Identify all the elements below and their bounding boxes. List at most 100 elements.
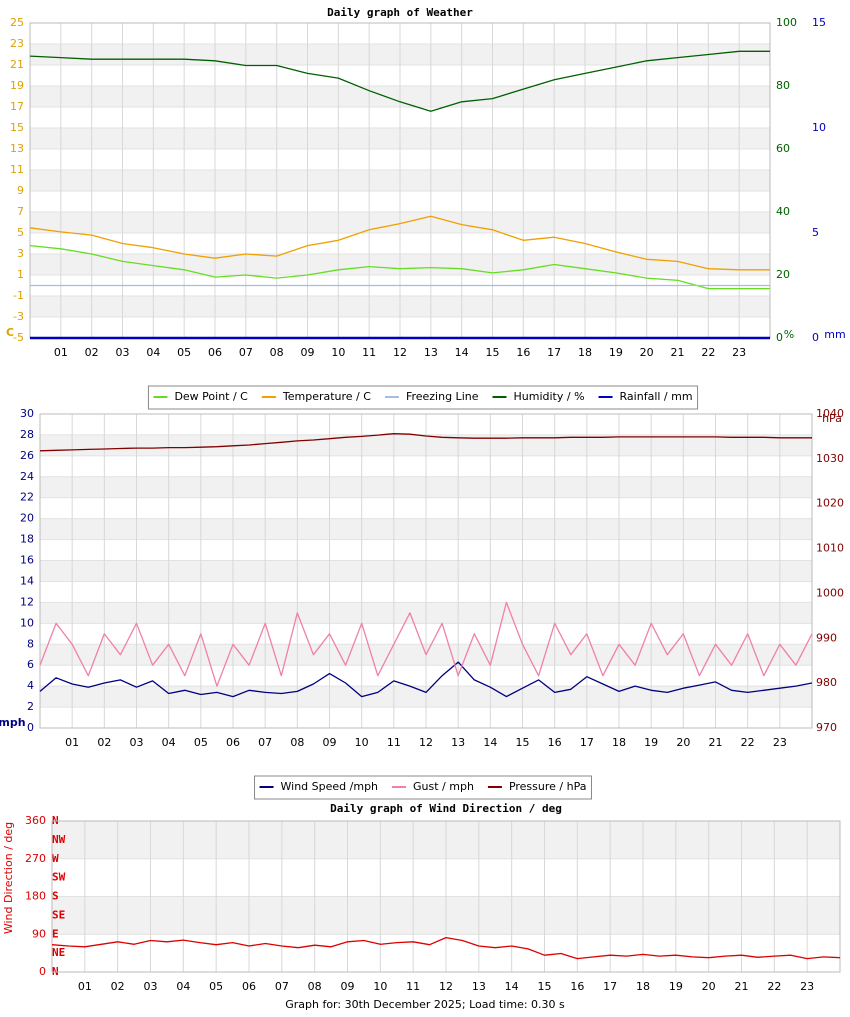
x-tick-label: 01: [54, 346, 68, 359]
y2-tick-label: NE: [52, 946, 65, 959]
y-tick-label: 270: [25, 852, 46, 865]
x-tick-label: 16: [548, 736, 562, 749]
x-tick-label: 04: [146, 346, 160, 359]
y2-tick-label: 80: [776, 79, 790, 92]
legend-label: Pressure / hPa: [509, 780, 587, 793]
y-tick-label: 17: [10, 100, 24, 113]
y2-tick-label: 1040: [816, 407, 844, 420]
x-tick-label: 21: [671, 346, 685, 359]
x-tick-label: 05: [177, 346, 191, 359]
legend: Dew Point / C Temperature / C Freezing Lin…: [147, 385, 699, 410]
x-tick-label: 08: [290, 736, 304, 749]
y-tick-label: 4: [27, 679, 34, 692]
legend: Wind Speed /mph Gust / mph Pressure / hPa: [254, 775, 592, 800]
y2-tick-label: 100: [776, 16, 797, 29]
x-tick-label: 11: [387, 736, 401, 749]
y-axis-label: mph: [0, 716, 26, 729]
y-tick-label: 0: [39, 965, 46, 978]
x-tick-label: 05: [194, 736, 208, 749]
x-tick-label: 17: [603, 980, 617, 993]
x-tick-label: 14: [483, 736, 497, 749]
y3-tick-label: 15: [812, 16, 826, 29]
x-tick-label: 03: [130, 736, 144, 749]
y2-tick-label: 1010: [816, 542, 844, 555]
y-tick-label: 15: [10, 121, 24, 134]
x-tick-label: 21: [709, 736, 723, 749]
x-tick-label: 15: [486, 346, 500, 359]
y3-axis-label: mm: [824, 328, 845, 341]
x-tick-label: 03: [116, 346, 130, 359]
x-tick-label: 09: [301, 346, 315, 359]
y-tick-label: 11: [10, 163, 24, 176]
chart-title: Daily graph of Wind Direction / deg: [330, 802, 562, 815]
y-tick-label: 12: [20, 595, 34, 608]
x-tick-label: 04: [176, 980, 190, 993]
legend-label: Wind Speed /mph: [281, 780, 379, 793]
x-tick-label: 06: [242, 980, 256, 993]
x-tick-label: 16: [570, 980, 584, 993]
series-line: [51, 936, 841, 960]
x-tick-label: 22: [767, 980, 781, 993]
x-tick-label: 08: [270, 346, 284, 359]
legend-label: Humidity / %: [514, 390, 585, 403]
y-tick-label: 5: [17, 226, 24, 239]
y-tick-label: 9: [17, 184, 24, 197]
footer: Graph for: 30th December 2025; Load time…: [285, 998, 565, 1011]
x-tick-label: 20: [702, 980, 716, 993]
x-tick-label: 15: [538, 980, 552, 993]
x-tick-label: 22: [741, 736, 755, 749]
x-tick-label: 10: [373, 980, 387, 993]
y-tick-label: 360: [25, 814, 46, 827]
y2-tick-label: 990: [816, 631, 837, 644]
y2-tick-label: 0: [776, 331, 783, 344]
y-tick-label: 23: [10, 37, 24, 50]
legend-label: Dew Point / C: [174, 390, 248, 403]
y-tick-label: 18: [20, 533, 34, 546]
y-tick-label: 7: [17, 205, 24, 218]
x-tick-label: 18: [636, 980, 650, 993]
y-tick-label: 24: [20, 470, 34, 483]
legend-box: [254, 775, 592, 800]
y2-tick-label: 970: [816, 721, 837, 734]
x-tick-label: 04: [162, 736, 176, 749]
y-tick-label: 21: [10, 58, 24, 71]
y2-tick-label: E: [52, 927, 59, 940]
plot-frame: [39, 413, 813, 729]
x-tick-label: 14: [455, 346, 469, 359]
y-axis-label: Wind Direction / deg: [2, 822, 15, 934]
y2-tick-label: 1030: [816, 452, 844, 465]
y3-tick-label: 5: [812, 226, 819, 239]
x-tick-label: 18: [578, 346, 592, 359]
series-line: [29, 215, 770, 271]
y-tick-label: 16: [20, 554, 34, 567]
y-tick-label: 0: [27, 721, 34, 734]
x-tick-label: 12: [419, 736, 433, 749]
x-tick-label: 07: [258, 736, 272, 749]
y2-tick-label: 1020: [816, 497, 844, 510]
series-line: [29, 50, 770, 112]
y-axis-label: C: [6, 326, 14, 339]
x-tick-label: 08: [308, 980, 322, 993]
x-tick-label: 11: [406, 980, 420, 993]
legend-label: Rainfall / mm: [620, 390, 693, 403]
y2-axis-label: hPa: [822, 412, 842, 425]
y-tick-label: 22: [20, 491, 34, 504]
y2-tick-label: SW: [52, 871, 66, 884]
x-tick-label: 03: [144, 980, 158, 993]
series-line: [39, 601, 813, 687]
y-tick-label: 1: [17, 268, 24, 281]
y2-tick-label: 980: [816, 676, 837, 689]
y3-tick-label: 10: [812, 121, 826, 134]
y-tick-label: 13: [10, 142, 24, 155]
y-tick-label: 25: [10, 16, 24, 29]
legend-label: Freezing Line: [406, 390, 479, 403]
x-tick-label: 15: [516, 736, 530, 749]
x-tick-label: 21: [735, 980, 749, 993]
y2-axis-label: %: [784, 328, 794, 341]
x-tick-label: 19: [644, 736, 658, 749]
plot-frame: [51, 820, 841, 973]
x-tick-label: 09: [341, 980, 355, 993]
y-tick-label: 20: [20, 512, 34, 525]
x-tick-label: 14: [505, 980, 519, 993]
